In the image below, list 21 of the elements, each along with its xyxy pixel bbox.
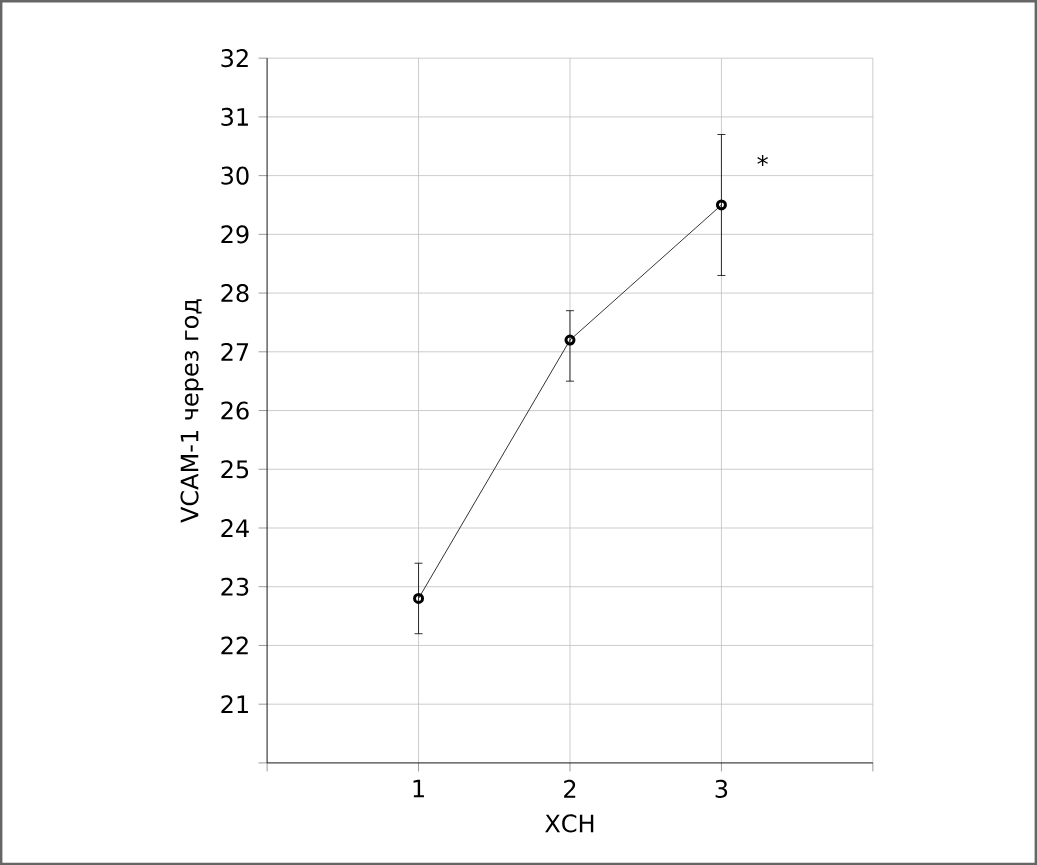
- x-tick-label: 3: [715, 779, 728, 798]
- y-tick-label: 29: [221, 225, 249, 244]
- y-tick-label: 24: [221, 519, 249, 537]
- annotation: *: [757, 154, 768, 166]
- y-tick-label: 32: [221, 49, 248, 68]
- y-tick-label: 23: [221, 577, 249, 596]
- y-tick-label: 30: [221, 166, 249, 185]
- y-tick-label: 25: [221, 460, 249, 479]
- y-tick-label: 26: [221, 401, 249, 420]
- x-axis-title: ХСН: [545, 814, 594, 833]
- y-axis-title: VCAM-1 через год: [180, 299, 204, 523]
- point: [413, 592, 425, 604]
- y-tick-label: 22: [221, 636, 248, 655]
- x-tick-label: 2: [564, 779, 576, 798]
- x-tick-label: 1: [413, 779, 424, 798]
- y-tick-label: 27: [221, 342, 249, 361]
- y-tick-label: 21: [221, 695, 248, 714]
- y-tick-label: 31: [221, 107, 248, 126]
- y-tick-label: 28: [221, 283, 249, 303]
- point: [715, 199, 727, 211]
- point: [564, 334, 576, 346]
